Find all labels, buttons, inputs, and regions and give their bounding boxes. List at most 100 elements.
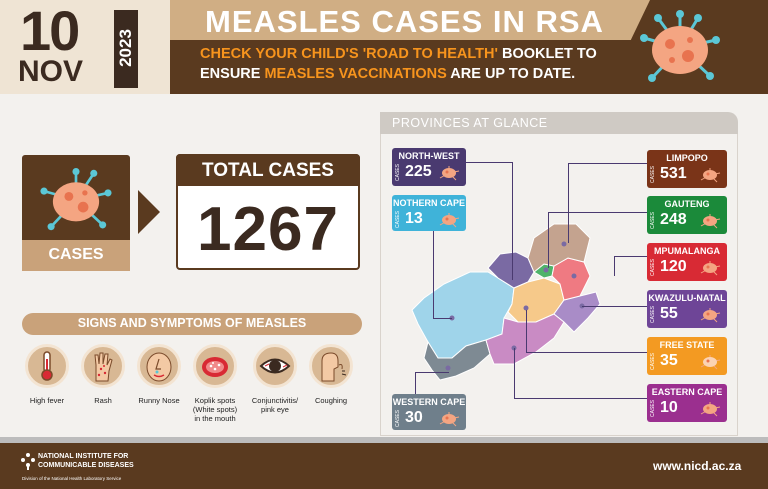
- cases-caption: CASES: [650, 259, 656, 276]
- leader-line: [548, 212, 549, 268]
- province-name: LIMPOPO: [666, 153, 708, 163]
- province-badge-western-cape: WESTERN CAPE CASES 30: [392, 394, 466, 430]
- leader-line: [464, 162, 512, 163]
- subtitle-text-2b: ARE UP TO DATE.: [446, 66, 576, 82]
- footer-bar: [0, 443, 768, 489]
- website-link[interactable]: www.nicd.ac.za: [653, 459, 742, 473]
- virus-icon: [700, 261, 721, 276]
- province-cases: 13: [405, 210, 423, 227]
- cases-caption: CASES: [650, 400, 656, 417]
- province-name: NOTHERN CAPE: [392, 198, 465, 208]
- symptom-label: Runny Nose: [138, 396, 180, 405]
- leader-line: [582, 306, 647, 307]
- virus-icon: [700, 355, 721, 370]
- province-cases: 35: [660, 352, 678, 369]
- cases-caption: CASES: [650, 166, 656, 183]
- map-eastern-cape: [485, 313, 565, 365]
- cases-caption: CASES: [650, 212, 656, 229]
- virus-icon: [439, 166, 460, 181]
- province-name: NORTH-WEST: [398, 151, 460, 161]
- province-cases: 10: [660, 399, 678, 416]
- symptom-label: Conjunctivitis/ pink eye: [251, 396, 299, 414]
- virus-icon: [700, 308, 721, 323]
- province-name: GAUTENG: [664, 199, 710, 209]
- south-africa-map: [411, 223, 601, 381]
- province-cases: 120: [660, 258, 687, 275]
- symptom-runny-nose: Runny Nose: [134, 344, 184, 405]
- cases-label-strip: [22, 240, 130, 271]
- total-cases-header: [176, 154, 360, 186]
- symptom-conjunctivitis: Conjunctivitis/ pink eye: [250, 344, 300, 414]
- virus-icon: [40, 168, 112, 231]
- cases-caption: CASES: [650, 306, 656, 323]
- runny-nose-icon: [137, 344, 181, 388]
- leader-line: [526, 352, 647, 353]
- symptom-high-fever: High fever: [22, 344, 72, 405]
- header-date-panel: [0, 0, 170, 94]
- province-name: WESTERN CAPE: [392, 397, 466, 407]
- thermometer-icon: [25, 344, 69, 388]
- symptoms-title: SIGNS AND SYMPTOMS OF MEASLES: [77, 316, 307, 330]
- province-badge-north-west: NORTH-WEST CASES 225: [392, 148, 466, 186]
- red-eye-icon: [253, 344, 297, 388]
- subtitle-line-1: CHECK YOUR CHILD'S 'ROAD TO HEALTH' BOOK…: [200, 46, 597, 62]
- page-title: MEASLES CASES IN RSA: [205, 4, 604, 39]
- cases-caption: CASES: [650, 353, 656, 370]
- province-badge-gauteng: GAUTENG CASES 248: [647, 196, 727, 234]
- leader-line: [415, 372, 416, 396]
- cases-caption: CASES: [395, 211, 401, 228]
- date-year: 2023: [116, 29, 135, 67]
- hand-rash-icon: [81, 344, 125, 388]
- year-bar: [114, 10, 138, 88]
- virus-icon: [640, 10, 720, 82]
- province-badge-kwazulu-natal: KWAZULU-NATAL CASES 55: [647, 290, 727, 328]
- symptom-koplik-spots: Koplik spots (White spots) in the mouth: [190, 344, 240, 423]
- subtitle-line-2: ENSURE MEASLES VACCINATIONS ARE UP TO DA…: [200, 66, 575, 82]
- symptom-label: Rash: [94, 396, 112, 405]
- leader-line: [526, 310, 527, 352]
- province-cases: 531: [660, 165, 687, 182]
- leader-line: [433, 230, 434, 318]
- symptom-label: Koplik spots (White spots) in the mouth: [192, 396, 238, 423]
- leader-line: [614, 256, 615, 276]
- leader-line: [568, 163, 569, 243]
- leader-line: [514, 348, 515, 398]
- symptom-label: Coughing: [314, 396, 348, 405]
- province-cases: 55: [660, 305, 678, 322]
- org-name-line-1: NATIONAL INSTITUTE FOR: [38, 453, 129, 460]
- province-cases: 30: [405, 409, 423, 426]
- virus-icon: [439, 412, 460, 427]
- subtitle-text-1: BOOKLET TO: [497, 46, 597, 62]
- symptom-label: High fever: [29, 396, 65, 405]
- province-name: EASTERN CAPE: [651, 387, 723, 397]
- org-name-line-2: COMMUNICABLE DISEASES: [38, 462, 134, 469]
- total-cases-title: TOTAL CASES: [202, 160, 334, 181]
- org-division: Division of the National Health Laborato…: [22, 476, 122, 481]
- province-badge-limpopo: LIMPOPO CASES 531: [647, 150, 727, 188]
- leader-line: [568, 163, 647, 164]
- symptom-coughing: Coughing: [306, 344, 356, 405]
- map-limpopo: [527, 223, 591, 273]
- date-day: 10: [20, 0, 80, 62]
- province-badge-free-state: FREE STATE CASES 35: [647, 337, 727, 375]
- nicd-logo-icon: [21, 453, 35, 470]
- virus-icon: [700, 402, 721, 417]
- leader-line: [548, 212, 647, 213]
- provinces-header-bar: [380, 112, 738, 134]
- cases-caption: CASES: [395, 410, 401, 427]
- subtitle-text-2a: ENSURE: [200, 66, 265, 82]
- map-western-cape: [423, 339, 491, 381]
- leader-line: [512, 162, 513, 280]
- virus-icon: [700, 168, 721, 183]
- arrow-right-icon: [138, 190, 160, 234]
- footer-divider: [0, 437, 768, 443]
- leader-line: [415, 372, 449, 373]
- header-title-strip: [170, 0, 650, 40]
- symptom-rash: Rash: [78, 344, 128, 405]
- date-month: NOV: [18, 55, 84, 88]
- province-name: FREE STATE: [659, 340, 715, 350]
- provinces-panel: [380, 134, 738, 436]
- province-name: MPUMALANGA: [654, 246, 720, 256]
- province-badge-eastern-cape: EASTERN CAPE CASES 10: [647, 384, 727, 422]
- virus-icon: [439, 213, 460, 228]
